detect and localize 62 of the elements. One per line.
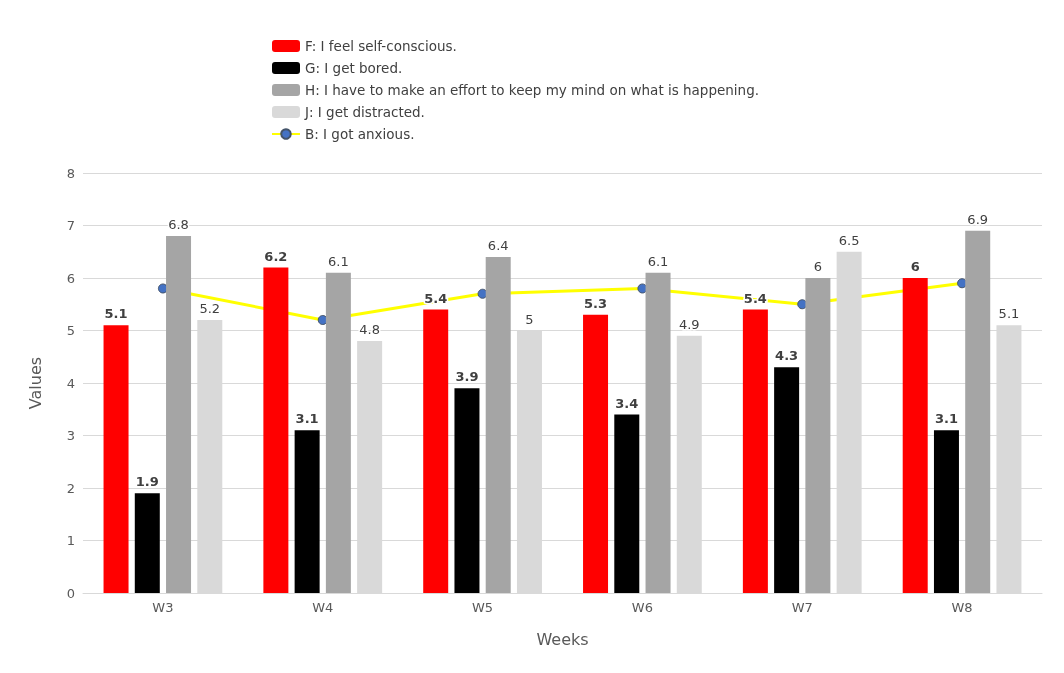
bar xyxy=(166,236,192,593)
data-label: 6.4 xyxy=(487,238,509,253)
y-tick-label: 0 xyxy=(66,585,75,601)
data-label: 5.3 xyxy=(584,295,608,311)
bar xyxy=(965,230,991,593)
bar xyxy=(134,493,160,593)
y-tick-label: 6 xyxy=(66,270,75,286)
bar xyxy=(645,272,671,593)
bar xyxy=(423,309,449,593)
bar xyxy=(103,325,129,593)
x-tick-label: W8 xyxy=(951,600,973,615)
data-label: 6.1 xyxy=(647,253,669,269)
bar xyxy=(294,430,320,593)
data-label: 6.9 xyxy=(967,211,989,227)
bar xyxy=(454,388,480,593)
y-tick-label: 2 xyxy=(66,480,75,496)
x-tick-label: W6 xyxy=(631,600,653,615)
data-label: 5.1 xyxy=(104,306,128,322)
data-label: 3.1 xyxy=(934,411,958,427)
bar xyxy=(933,430,959,593)
bar xyxy=(583,314,609,593)
data-label: 4.9 xyxy=(678,316,700,332)
legend-label: J: I get distracted. xyxy=(304,104,425,120)
x-tick-label: W3 xyxy=(152,600,174,615)
y-tick-label: 4 xyxy=(66,375,75,391)
bar xyxy=(325,272,351,593)
bar xyxy=(263,267,289,593)
y-tick-label: 8 xyxy=(66,165,75,181)
data-label: 3.4 xyxy=(615,395,639,411)
x-axis-title: Weeks xyxy=(536,629,589,649)
bar xyxy=(742,309,768,593)
legend-label: G: I get bored. xyxy=(305,60,403,76)
data-label: 3.1 xyxy=(295,411,319,427)
y-tick-label: 3 xyxy=(66,428,75,443)
data-label: 6.5 xyxy=(838,232,860,248)
legend-label: B: I got anxious. xyxy=(305,126,415,142)
y-axis-title: Values xyxy=(25,356,45,410)
data-label: 1.9 xyxy=(135,474,159,490)
data-label: 6.2 xyxy=(264,248,288,264)
data-label: 6 xyxy=(813,259,823,274)
data-label: 5.2 xyxy=(199,301,221,316)
data-label: 4.8 xyxy=(359,322,380,337)
x-tick-label: W4 xyxy=(312,600,334,615)
y-tick-label: 5 xyxy=(66,323,75,338)
x-tick-label: W7 xyxy=(791,600,813,615)
bar xyxy=(902,278,928,593)
data-label: 3.9 xyxy=(455,369,479,385)
legend-label: F: I feel self-conscious. xyxy=(305,38,457,54)
y-tick-label: 1 xyxy=(66,533,75,548)
data-label: 6 xyxy=(910,259,920,274)
bar xyxy=(805,278,831,593)
bar xyxy=(774,367,800,593)
data-label: 5 xyxy=(525,311,534,327)
data-label: 5.1 xyxy=(998,306,1020,322)
bar xyxy=(485,257,511,593)
data-label: 6.1 xyxy=(328,253,349,269)
legend-label: H: I have to make an effort to keep my mind on what is happening. xyxy=(305,82,760,98)
x-tick-label: W5 xyxy=(472,600,494,615)
data-label: 6.8 xyxy=(168,217,189,232)
bar xyxy=(614,414,640,593)
y-tick-label: 7 xyxy=(66,218,75,233)
data-label: 4.3 xyxy=(775,348,799,364)
